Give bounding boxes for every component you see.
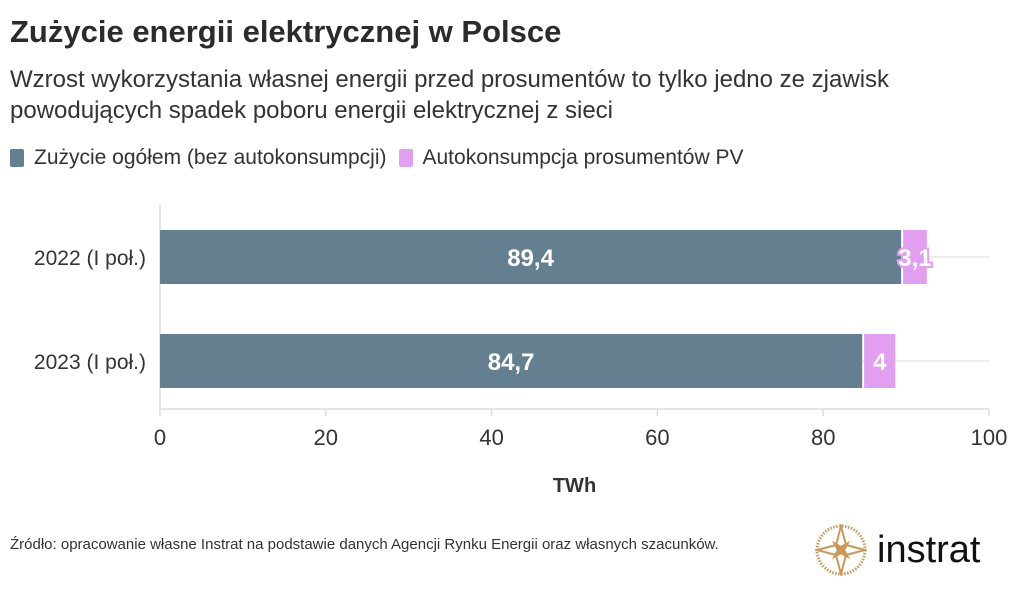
chart-subtitle: Wzrost wykorzystania własnej energii prz… bbox=[10, 66, 890, 124]
x-tick-label: 0 bbox=[154, 425, 166, 450]
logo-text: instrat bbox=[877, 528, 981, 571]
data-label: 89,4 bbox=[507, 245, 554, 272]
x-tick-label: 100 bbox=[971, 425, 1008, 450]
chart-title: Zużycie energii elektrycznej w Polsce bbox=[10, 14, 562, 49]
data-label: 3,1 bbox=[898, 245, 931, 272]
x-tick-label: 80 bbox=[811, 425, 835, 450]
x-tick-label: 20 bbox=[314, 425, 338, 450]
compass-icon bbox=[815, 524, 867, 576]
legend-label-pv: Autokonsumpcja prosumentów PV bbox=[422, 146, 744, 169]
x-axis-title: TWh bbox=[553, 475, 596, 497]
x-tick-label: 60 bbox=[645, 425, 669, 450]
data-label: 84,7 bbox=[488, 349, 535, 376]
y-tick-label: 2023 (I poł.) bbox=[34, 351, 146, 374]
y-tick-label: 2022 (I poł.) bbox=[34, 247, 146, 270]
source-note: Źródło: opracowanie własne Instrat na po… bbox=[10, 536, 719, 553]
bar-total bbox=[160, 230, 902, 284]
legend-label-total: Zużycie ogółem (bez autokonsumpcji) bbox=[34, 146, 387, 169]
instrat-logo: instrat bbox=[815, 524, 980, 576]
legend-swatch-pv bbox=[398, 149, 413, 167]
bar-pv bbox=[903, 230, 927, 284]
legend: Zużycie ogółem (bez autokonsumpcji) Auto… bbox=[10, 146, 744, 170]
x-tick-label: 40 bbox=[479, 425, 503, 450]
legend-swatch-total bbox=[10, 149, 24, 167]
bar-total bbox=[160, 334, 863, 388]
data-label: 4 bbox=[873, 349, 887, 376]
bar-pv bbox=[864, 334, 896, 388]
